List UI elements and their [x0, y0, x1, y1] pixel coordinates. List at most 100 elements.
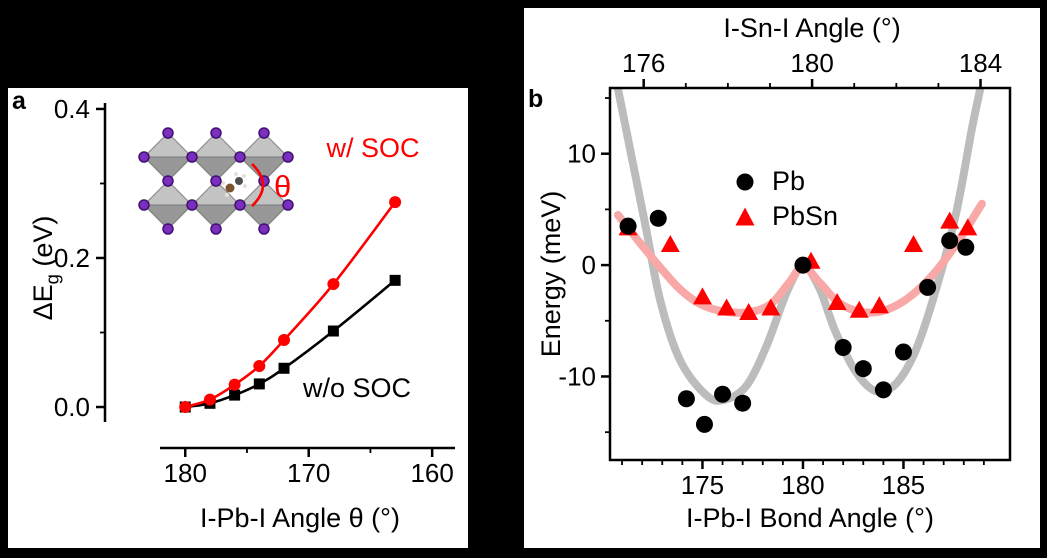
octahedron-face [238, 204, 290, 230]
data-point-circle [327, 278, 340, 291]
plot-frame [608, 86, 1012, 462]
iodine-atom [138, 151, 150, 163]
legend-label-pbsn: PbSn [772, 201, 839, 231]
y-axis-title-pre: ΔE [28, 284, 59, 321]
data-point-triangle [827, 292, 847, 310]
data-point-square [253, 378, 265, 390]
x-tick-label: 170 [287, 458, 330, 488]
octahedron-face [142, 156, 194, 182]
cation-atom [225, 183, 235, 193]
iodine-atom [234, 199, 246, 211]
y-tick-label: 0.4 [54, 94, 90, 124]
data-point-circle [203, 393, 216, 406]
no-soc-annotation: w/o SOC [302, 373, 412, 403]
iodine-atom [282, 151, 294, 163]
y-axis-title-post: (eV) [28, 215, 59, 275]
octahedron-face [238, 156, 290, 182]
cation-hydrogen [234, 172, 238, 176]
data-point-square [229, 389, 241, 401]
data-point-triangle [660, 235, 680, 253]
iodine-atom [186, 199, 198, 211]
iodine-atom [210, 127, 222, 139]
cation-hydrogen [221, 181, 225, 185]
data-point-circle [228, 378, 241, 391]
data-point-triangle [739, 302, 759, 320]
panel-b-chart: -10 0 10 175 180 185 176 180 184 [558, 48, 1012, 500]
iodine-atom [162, 127, 174, 139]
iodine-atom [162, 223, 174, 235]
cation-hydrogen [225, 193, 229, 197]
iodine-atom [162, 175, 174, 187]
octahedron-face [190, 156, 242, 182]
data-point-square [278, 362, 290, 374]
soc-annotation: w/ SOC [326, 133, 420, 163]
data-point-circle [919, 278, 937, 296]
legend-label-pb: Pb [772, 166, 806, 196]
panel-a-letter: a [12, 87, 26, 115]
panel-b-letter: b [528, 85, 544, 113]
data-point-triangle [904, 235, 924, 253]
iodine-atom [186, 151, 198, 163]
x-tick-label-top: 180 [790, 48, 833, 78]
iodine-atom [138, 199, 150, 211]
data-point-circle [619, 217, 637, 235]
pbsn-triangle-marker-icon [735, 207, 755, 225]
iodine-atom [258, 127, 270, 139]
iodine-atom [210, 223, 222, 235]
iodine-atom [234, 151, 246, 163]
data-point-triangle [761, 298, 781, 316]
data-point-circle [179, 401, 192, 414]
data-point-circle [695, 415, 713, 433]
panel-a-x-axis-title: I-Pb-I Angle θ (°) [200, 503, 400, 533]
x-tick-label-bottom: 180 [781, 470, 824, 500]
panel-b-top-axis-title: I-Sn-I Angle (°) [723, 13, 901, 43]
cation-hydrogen [243, 184, 247, 188]
panel-a-y-axis-title: ΔEg (eV) [28, 215, 63, 321]
legend-item-pb: Pb [732, 166, 838, 197]
octahedron-face [142, 204, 194, 230]
cation-hydrogen [242, 174, 246, 178]
x-tick-label-bottom: 185 [882, 470, 925, 500]
data-point-circle [649, 209, 667, 227]
data-point-triangle [717, 298, 737, 316]
series-markers [179, 196, 402, 414]
crystal-structure-inset [138, 127, 294, 235]
panel-a: 0.0 0.2 0.4 180 170 160 a ΔEg (eV) I-Pb-I Ang… [8, 87, 468, 548]
data-point-circle [794, 256, 812, 274]
data-point-circle [734, 394, 752, 412]
data-point-square [327, 325, 339, 337]
x-tick-label-top: 176 [622, 48, 665, 78]
data-point-circle [874, 381, 892, 399]
data-point-circle [941, 232, 959, 250]
y-tick-label: -10 [558, 361, 596, 391]
data-point-circle [278, 333, 291, 346]
y-tick-label: 0.2 [54, 243, 90, 273]
data-point-circle [253, 360, 266, 373]
iodine-atom [258, 223, 270, 235]
cation-atom [235, 177, 243, 185]
y-tick-label: 0 [582, 250, 596, 280]
data-point-circle [389, 196, 402, 209]
panel-a-chart: 0.0 0.2 0.4 180 170 160 [54, 94, 455, 488]
panel-b-y-axis-title: Energy (meV) [536, 190, 567, 358]
theta-annotation: θ [274, 169, 292, 204]
panel-b: -10 0 10 175 180 185 176 180 184 b I-Sn-I Angle … [524, 8, 1040, 548]
data-point-circle [957, 238, 975, 256]
data-point-circle [894, 343, 912, 361]
data-point-triangle [849, 300, 869, 318]
legend: Pb PbSn [732, 166, 838, 232]
data-point-triangle [958, 218, 978, 236]
iodine-atom [210, 175, 222, 187]
data-point-circle [854, 360, 872, 378]
x-tick-label: 180 [164, 458, 207, 488]
iodine-atom [282, 199, 294, 211]
data-point-circle [677, 390, 695, 408]
panel-b-x-axis-title: I-Pb-I Bond Angle (°) [686, 503, 934, 533]
theta-angle-arc [251, 163, 265, 207]
data-point-square [389, 274, 401, 286]
octahedron-face [190, 204, 242, 230]
legend-item-pbsn: PbSn [732, 201, 838, 232]
x-tick-label-bottom: 175 [681, 470, 724, 500]
pb-circle-marker-icon [736, 173, 754, 190]
y-tick-label: 10 [567, 139, 596, 169]
